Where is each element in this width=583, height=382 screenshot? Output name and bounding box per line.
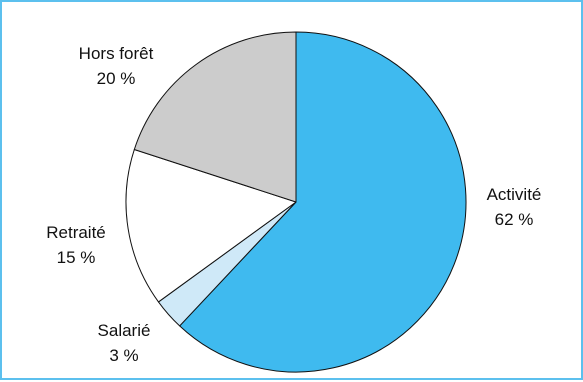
slice-hors-foret bbox=[133, 31, 297, 203]
label-hors-foret-value: 20 % bbox=[97, 69, 136, 88]
label-activite-name: Activité bbox=[487, 185, 542, 204]
slice-activite bbox=[179, 31, 467, 373]
label-activite-value: 62 % bbox=[495, 210, 534, 229]
label-salarie-value: 3 % bbox=[109, 346, 138, 365]
label-retraite-name: Retraité bbox=[46, 223, 106, 242]
label-hors-foret-name: Hors forêt bbox=[79, 44, 154, 63]
slice-retraite bbox=[125, 148, 297, 303]
pie-slices bbox=[125, 31, 467, 373]
label-retraite-value: 15 % bbox=[57, 248, 96, 267]
label-salarie-name: Salarié bbox=[98, 321, 151, 340]
